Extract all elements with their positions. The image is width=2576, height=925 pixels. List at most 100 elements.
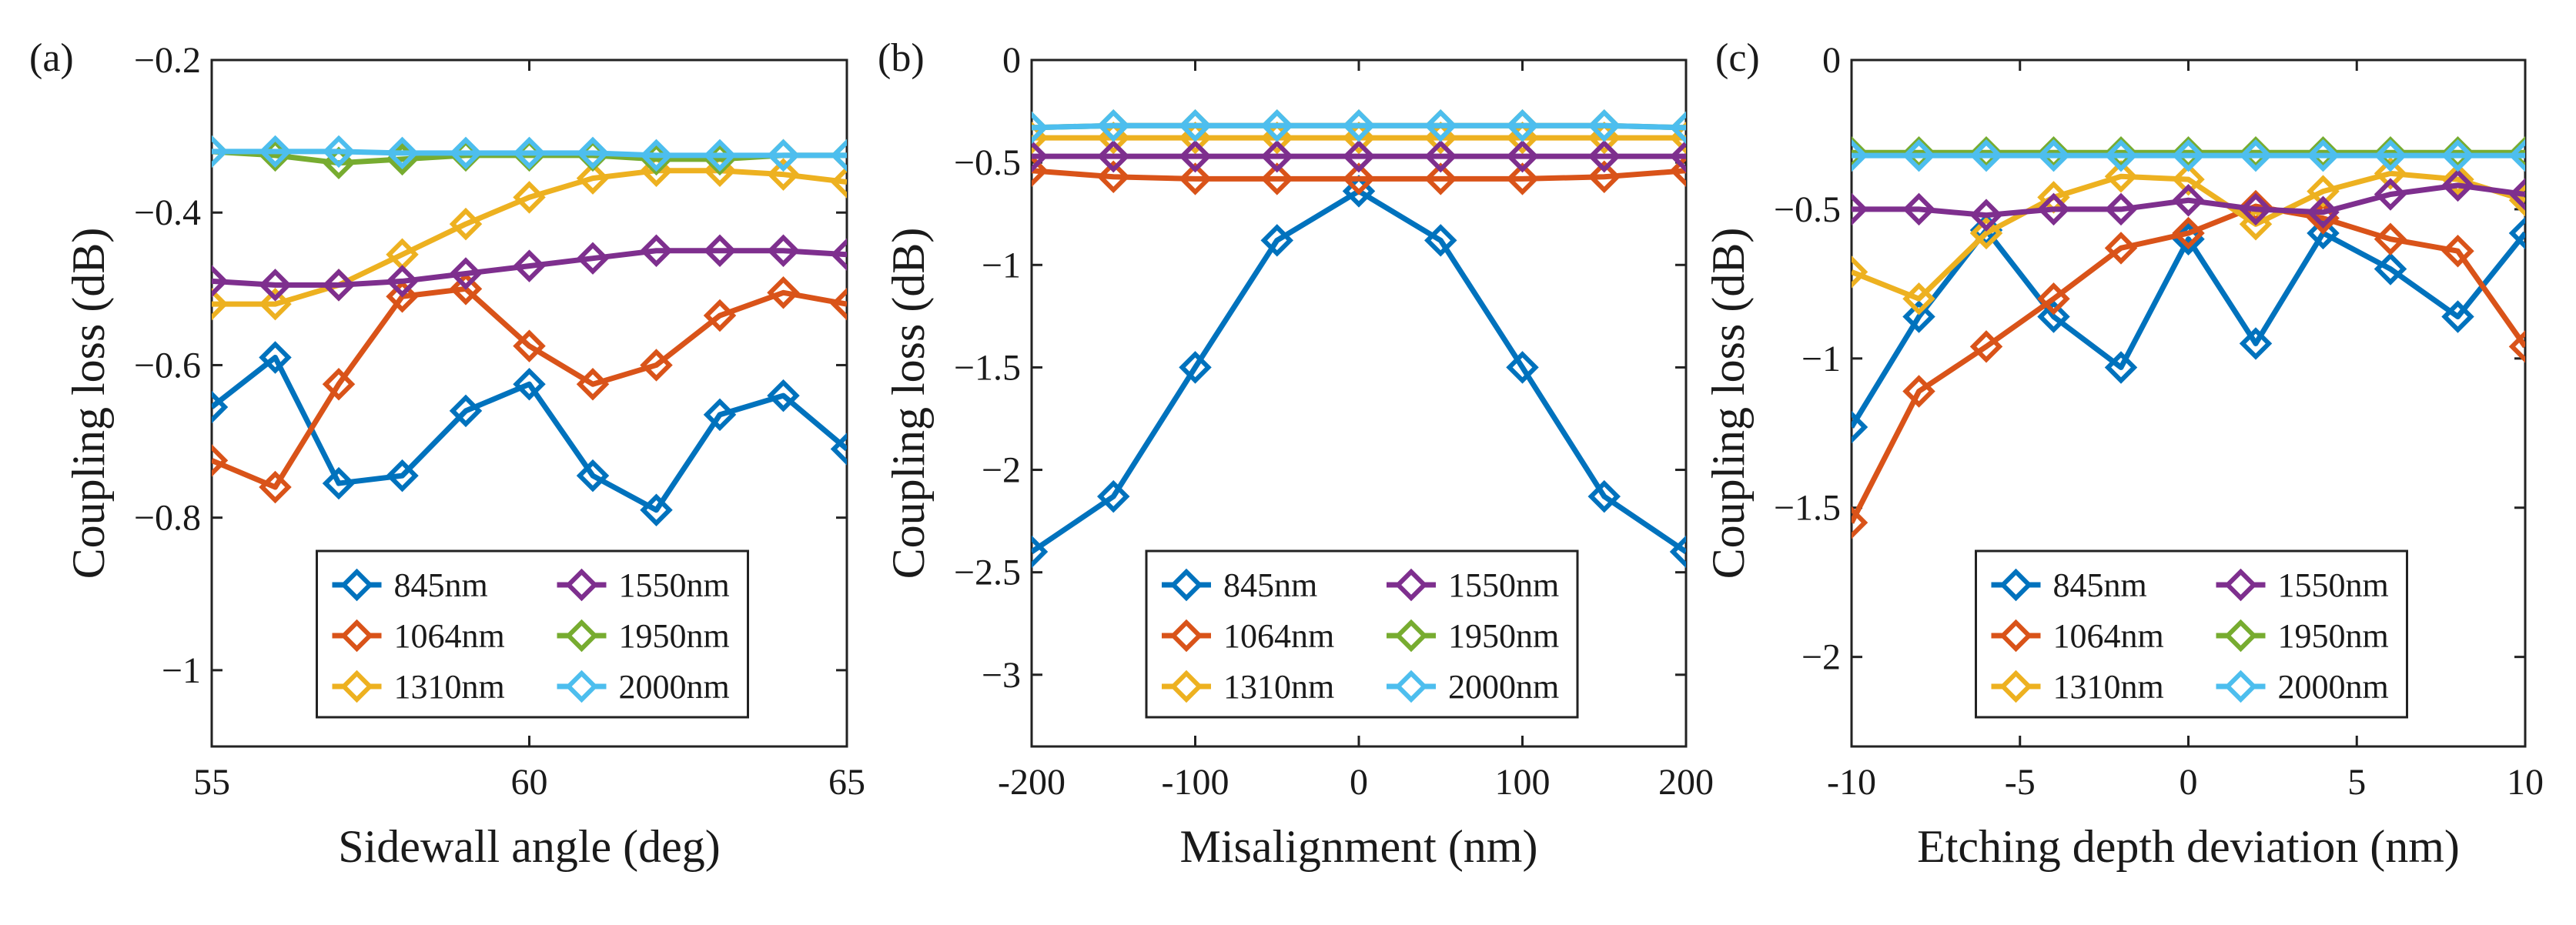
legend-label: 1064nm [2053,617,2164,655]
data-point [513,329,546,362]
legend-label: 845nm [2053,566,2147,604]
data-point [259,287,292,321]
legend-item: 1310nm [1162,668,1334,706]
data-point [449,207,483,241]
y-tick-label: −0.2 [134,40,201,81]
data-point [2508,216,2525,250]
series-line [1852,227,2525,429]
legend-item: 1310nm [332,668,505,706]
legend-item: 1550nm [557,566,730,604]
series-line [212,355,847,513]
data-point [1424,109,1457,142]
legend-label: 2000nm [1448,668,1559,706]
y-tick-label: 0 [1822,40,1841,81]
panel-label: (c) [1715,36,1760,80]
x-tick-label: 60 [511,762,548,803]
data-point [640,349,673,382]
data-point [767,158,800,191]
data-point [2239,139,2273,172]
x-axis-label: Misalignment (nm) [1180,821,1538,872]
data-point [830,165,847,199]
data-point [1342,175,1376,208]
legend-swatch-marker [1169,670,1203,703]
data-point [386,280,419,313]
data-point [1032,535,1049,569]
legend-swatch-marker [340,568,373,602]
data-point [386,459,419,493]
data-point [2172,184,2205,217]
legend-label: 1064nm [1223,617,1334,655]
y-tick-label: −1 [162,650,201,691]
panel-label: (a) [29,36,74,80]
legend-label: 2000nm [619,668,730,706]
data-point [830,139,847,172]
y-tick-label: −2.5 [954,553,1021,593]
y-tick-label: −2 [982,450,1021,491]
legend-label: 1950nm [619,617,730,655]
y-tick-label: −1 [1802,339,1841,379]
data-point [2172,162,2205,196]
legend-swatch-marker [340,619,373,653]
y-tick-label: −0.5 [1774,189,1841,230]
x-tick-label: -10 [1827,762,1876,803]
data-point [767,276,800,309]
y-tick-label: −0.8 [134,498,201,539]
x-axis-label: Etching depth deviation (nm) [1917,821,2460,872]
legend-label: 1550nm [619,566,730,604]
data-point [2037,192,2070,226]
data-point [767,139,800,172]
data-point [2239,327,2273,360]
data-point [703,139,737,172]
data-point [1902,375,1935,408]
panel-b: (b) -200 -100 0 100 200 −3 −2.5 −2 −1.5 −1 −0.5 0 Mis… [878,36,1714,872]
data-point [1342,109,1376,142]
legend-swatch-marker [2224,619,2257,653]
data-point [2508,330,2525,363]
legend-swatch-marker [1999,568,2032,602]
legend-item: 845nm [332,566,488,604]
series-line [1852,170,2525,302]
legend: 845nm 1064nm 1310nm 1550nm 1950nm 2000nm [316,549,749,719]
data-point [513,367,546,401]
data-point [259,341,292,374]
panel-c: (c) -10 -5 0 5 10 −2 −1.5 −1 −0.5 0 Etching depth d… [1703,36,2544,872]
x-tick-label: 100 [1495,762,1551,803]
series-line [212,248,847,288]
data-point [1260,139,1293,173]
data-point [1260,121,1293,155]
data-point [576,162,610,195]
data-point [1852,139,1868,172]
plot-area [1032,109,1686,569]
data-point [1852,255,1868,289]
legend-swatch-marker [2224,670,2257,703]
data-point [1587,139,1621,173]
data-point [2104,232,2138,265]
x-tick-label: -100 [1162,762,1229,803]
y-tick-label: −2 [1802,637,1841,678]
data-point [2037,300,2070,333]
legend-label: 845nm [394,566,488,604]
data-point [1902,192,1935,226]
data-point [1587,160,1621,194]
series-line [212,286,847,490]
data-point [2037,282,2070,316]
legend-item: 1064nm [1162,617,1334,655]
data-point [576,242,610,275]
series-1064nm [212,272,847,504]
legend-swatch-marker [1169,619,1203,653]
data-point [2374,222,2407,255]
series-line [1852,203,2525,524]
data-point [1032,139,1049,173]
data-point [386,265,419,298]
data-point [2441,139,2474,172]
data-point [1342,121,1376,155]
x-axis-label: Sidewall angle (deg) [338,821,721,872]
data-point [259,135,292,169]
data-point [1506,351,1539,384]
data-point [576,459,610,493]
legend-box [316,549,749,719]
data-point [1032,154,1049,188]
data-point [1097,479,1130,513]
data-point [1506,121,1539,155]
